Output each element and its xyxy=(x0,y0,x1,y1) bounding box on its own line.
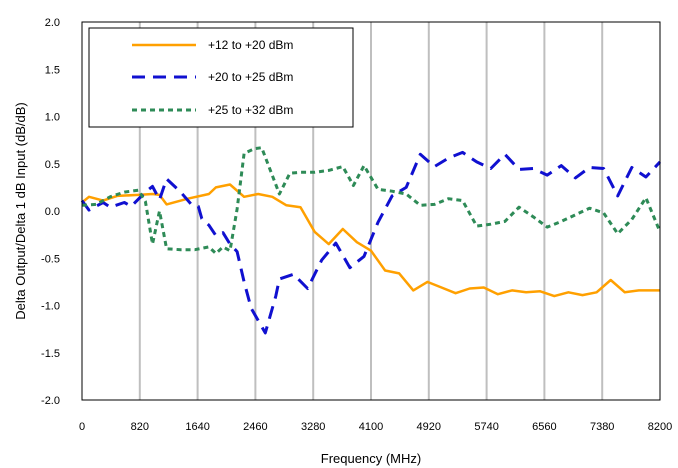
x-tick-label: 1640 xyxy=(185,421,209,433)
x-tick-label: 2460 xyxy=(243,421,267,433)
legend-label-series-2: +20 to +25 dBm xyxy=(208,70,293,84)
legend: +12 to +20 dBm +20 to +25 dBm +25 to +32… xyxy=(88,27,354,128)
x-tick-label: 8200 xyxy=(648,421,672,433)
legend-label-series-1: +12 to +20 dBm xyxy=(208,38,293,52)
x-tick-label: 4100 xyxy=(359,421,383,433)
x-tick-label: 0 xyxy=(79,421,85,433)
y-tick-label: 0.5 xyxy=(45,159,60,171)
y-tick-label: -1.5 xyxy=(41,348,60,360)
x-tick-label: 6560 xyxy=(532,421,556,433)
series-layer xyxy=(80,146,662,335)
y-tick-labels: 2.0 1.5 1.0 0.5 0.0 -0.5 -1.0 -1.5 -2.0 xyxy=(41,17,60,407)
x-tick-label: 5740 xyxy=(474,421,498,433)
y-tick-label: 1.0 xyxy=(45,112,60,124)
series-line-1 xyxy=(81,183,660,298)
y-axis-title: Delta Output/Delta 1 dB Input (dB/dB) xyxy=(13,102,28,320)
legend-label-series-3: +25 to +32 dBm xyxy=(208,103,293,117)
x-tick-label: 4920 xyxy=(417,421,441,433)
x-tick-label: 3280 xyxy=(301,421,325,433)
x-tick-label: 820 xyxy=(131,421,149,433)
x-tick-labels: 0 820 1640 2460 3280 4100 4920 5740 6560 7380 8200 xyxy=(79,421,672,433)
y-tick-label: -0.5 xyxy=(41,253,60,265)
y-tick-label: 1.5 xyxy=(45,64,60,76)
plot-frame xyxy=(81,21,661,401)
y-tick-label: 2.0 xyxy=(45,17,60,29)
y-tick-label: -2.0 xyxy=(41,395,60,407)
series-line-3 xyxy=(81,146,662,255)
x-axis-title: Frequency (MHz) xyxy=(321,451,421,466)
series-line-2 xyxy=(80,150,662,335)
y-tick-label: -1.0 xyxy=(41,301,60,313)
x-tick-label: 7380 xyxy=(590,421,614,433)
y-tick-label: 0.0 xyxy=(45,206,60,218)
